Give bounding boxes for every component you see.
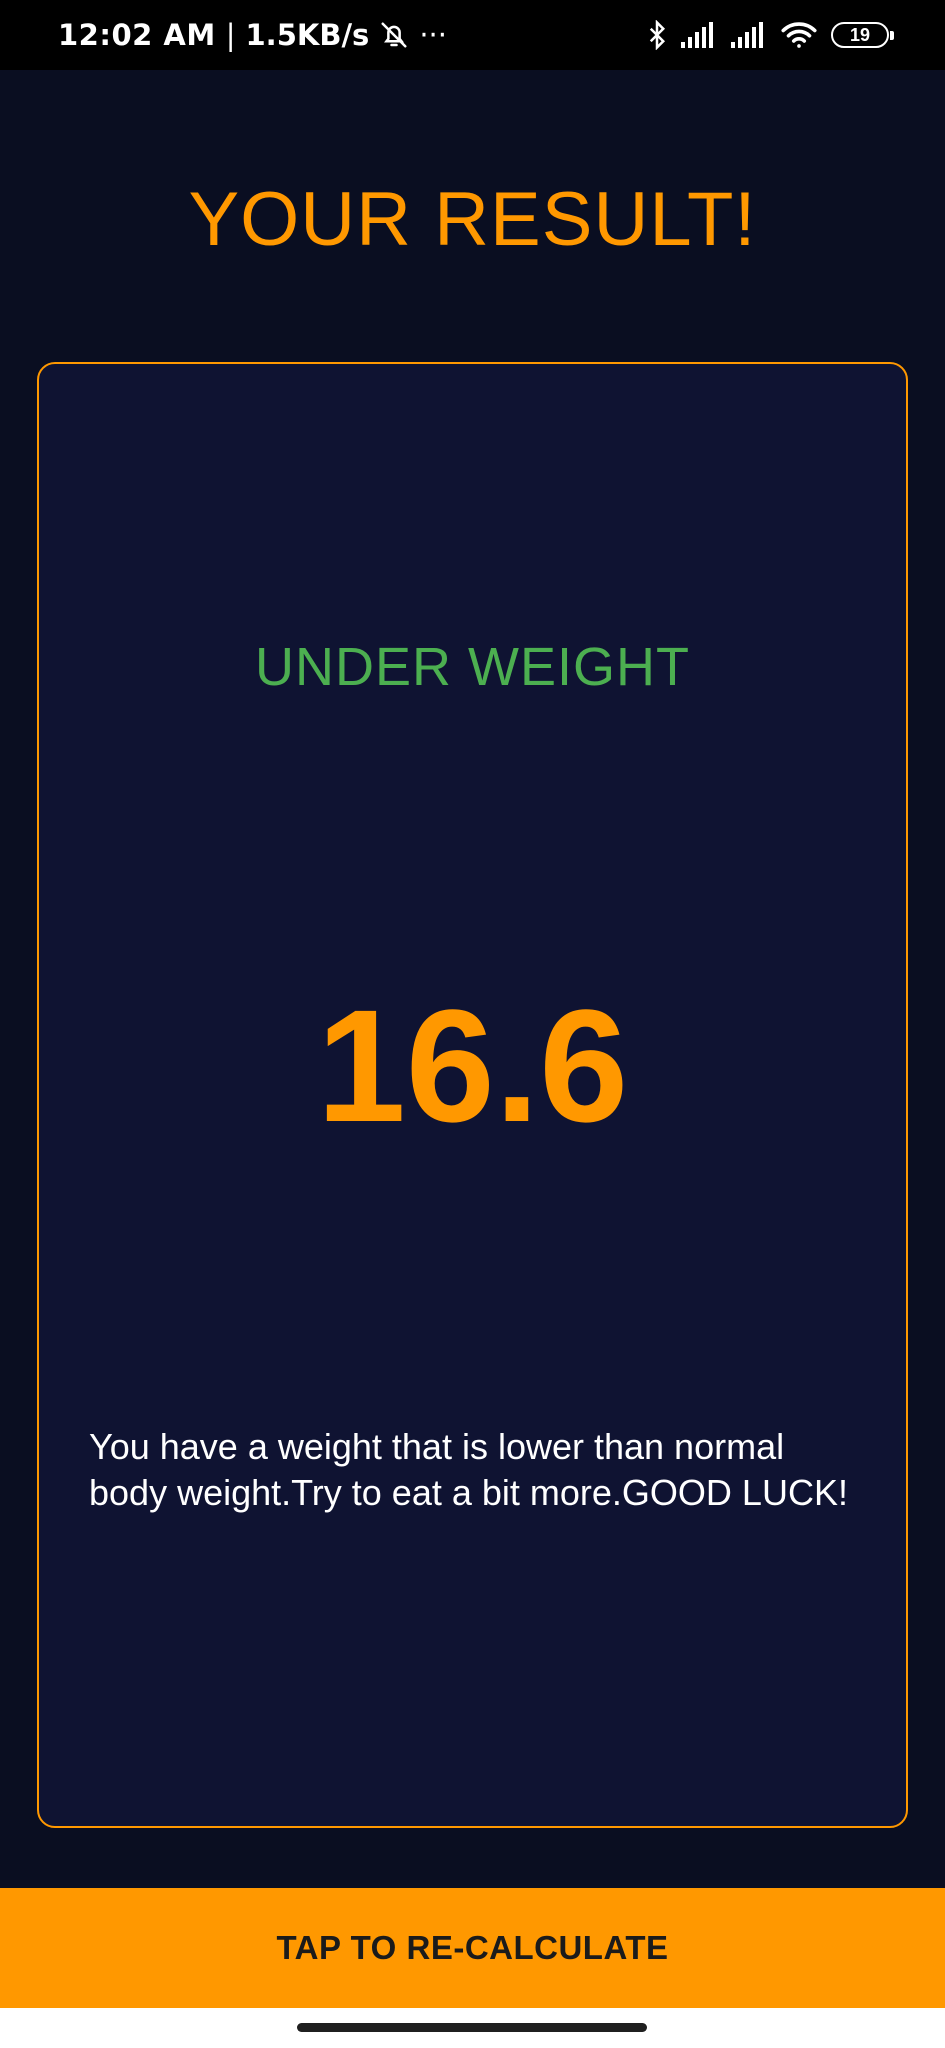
home-indicator[interactable] — [297, 2023, 647, 2032]
network-speed: 1.5KB/s — [245, 18, 370, 52]
bluetooth-icon — [647, 20, 667, 50]
status-right: 19 — [647, 20, 894, 50]
status-time: 12:02 AM — [58, 18, 216, 52]
result-card: UNDER WEIGHT 16.6 You have a weight that… — [37, 362, 908, 1828]
status-separator: | — [225, 18, 236, 52]
result-category: UNDER WEIGHT — [255, 637, 690, 697]
gesture-navigation-area — [0, 2008, 945, 2048]
more-icon: ··· — [419, 18, 447, 52]
wifi-icon — [781, 21, 817, 49]
bmi-value: 16.6 — [316, 976, 629, 1155]
signal-icon — [731, 22, 767, 48]
recalculate-button[interactable]: TAP TO RE-CALCULATE — [0, 1888, 945, 2008]
signal-icon — [681, 22, 717, 48]
bell-off-icon — [379, 20, 409, 50]
page-title: YOUR RESULT! — [188, 177, 757, 262]
result-message: You have a weight that is lower than nor… — [89, 1426, 848, 1513]
status-left: 12:02 AM | 1.5KB/s ··· — [58, 18, 447, 52]
battery-icon: 19 — [831, 22, 894, 48]
status-bar: 12:02 AM | 1.5KB/s ··· — [0, 0, 945, 70]
